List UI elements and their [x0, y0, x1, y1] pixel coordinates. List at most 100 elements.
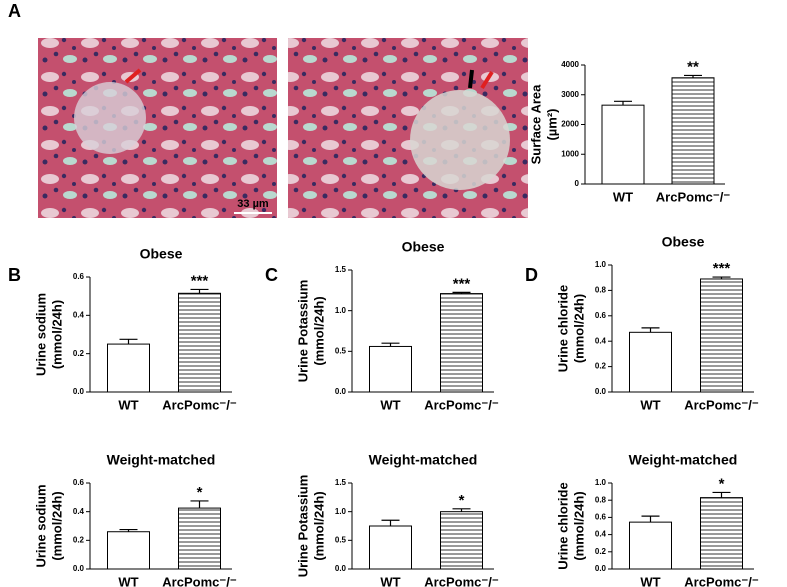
- y-tick-label: 0.2: [73, 349, 85, 358]
- chart-title: Weight-matched: [629, 452, 738, 468]
- bar: [107, 343, 150, 393]
- x-tick-label: ArcPomc⁻/⁻: [656, 189, 731, 204]
- y-tick-label: 0.0: [335, 387, 347, 396]
- y-axis-label: Urine sodium: [33, 293, 48, 376]
- panel-label: C: [265, 265, 278, 285]
- y-axis-label: (mmol/24h): [571, 294, 586, 363]
- x-tick-label: ArcPomc⁻/⁻: [684, 574, 759, 587]
- y-tick-label: 0.0: [335, 564, 347, 573]
- y-axis-label: (mmol/24h): [49, 491, 64, 560]
- glomerulus: [74, 82, 146, 154]
- bar: [671, 77, 715, 185]
- y-tick-label: 0.2: [595, 362, 607, 371]
- y-tick-label: 0.5: [335, 346, 347, 355]
- arrow: [468, 69, 474, 89]
- panel-label: D: [525, 265, 538, 285]
- x-tick-label: WT: [380, 397, 400, 412]
- y-tick-label: 0.6: [595, 513, 607, 522]
- y-axis-label: (mmol/24h): [311, 491, 326, 560]
- y-tick-label: 0.4: [595, 336, 607, 345]
- y-tick-label: 0.5: [335, 535, 347, 544]
- y-axis-label: Urine chloride: [555, 285, 570, 372]
- y-tick-label: 1.0: [595, 478, 607, 487]
- arrow: [480, 70, 494, 90]
- y-tick-label: 0.6: [73, 478, 85, 487]
- x-tick-label: ArcPomc⁻/⁻: [162, 574, 237, 587]
- y-tick-label: 0.4: [73, 310, 85, 319]
- x-tick-label: WT: [640, 397, 660, 412]
- significance: **: [687, 58, 699, 75]
- y-tick-label: 0.8: [595, 495, 607, 504]
- bar: [369, 345, 412, 393]
- y-tick-label: 4000: [561, 60, 579, 69]
- bar: [178, 292, 221, 393]
- significance: ***: [191, 272, 209, 289]
- panel-label: B: [8, 265, 21, 285]
- chart-title: Obese: [140, 246, 183, 262]
- significance: ***: [453, 275, 471, 292]
- bar: [107, 531, 150, 570]
- y-axis-label: (mmol/24h): [571, 491, 586, 560]
- x-tick-label: ArcPomc⁻/⁻: [162, 397, 237, 412]
- chart-title: Weight-matched: [369, 452, 478, 468]
- bar: [440, 511, 483, 570]
- y-tick-label: 0.6: [595, 311, 607, 320]
- scale-bar-label: 33 µm: [237, 198, 269, 210]
- x-tick-label: WT: [118, 397, 138, 412]
- x-tick-label: ArcPomc⁻/⁻: [424, 574, 499, 587]
- y-tick-label: 0.4: [595, 530, 607, 539]
- significance: *: [197, 484, 203, 501]
- y-tick-label: 0.2: [73, 535, 85, 544]
- x-tick-label: WT: [613, 189, 633, 204]
- significance: ***: [713, 260, 731, 277]
- y-tick-label: 1.0: [335, 507, 347, 516]
- glomerulus: [410, 90, 510, 190]
- y-axis-label: (µm²): [544, 108, 559, 140]
- y-axis-label: Urine Potassium: [295, 280, 310, 383]
- y-tick-label: 1.0: [595, 260, 607, 269]
- histology-image: [38, 38, 277, 218]
- y-tick-label: 0: [575, 179, 580, 188]
- y-axis-label: (mmol/24h): [311, 296, 326, 365]
- y-tick-label: 1000: [561, 149, 579, 158]
- y-tick-label: 0.0: [595, 564, 607, 573]
- y-axis-label: Surface Area: [528, 84, 543, 164]
- chart-title: Obese: [402, 239, 445, 255]
- y-tick-label: 2000: [561, 120, 579, 129]
- y-tick-label: 0.4: [73, 507, 85, 516]
- y-tick-label: 1.5: [335, 478, 347, 487]
- y-axis-label: (mmol/24h): [49, 300, 64, 369]
- x-tick-label: ArcPomc⁻/⁻: [424, 397, 499, 412]
- bar: [369, 525, 412, 570]
- bar: [440, 293, 483, 393]
- y-tick-label: 0.0: [73, 564, 85, 573]
- bar: [629, 521, 672, 570]
- x-tick-label: WT: [380, 574, 400, 587]
- bar: [700, 278, 743, 393]
- bar: [178, 507, 221, 570]
- y-tick-label: 0.2: [595, 547, 607, 556]
- y-tick-label: 0.0: [595, 387, 607, 396]
- y-tick-label: 1.5: [335, 265, 347, 274]
- arrow: [124, 68, 142, 84]
- y-tick-label: 0.6: [73, 272, 85, 281]
- significance: *: [459, 492, 465, 509]
- y-tick-label: 0.0: [73, 387, 85, 396]
- bar: [601, 104, 645, 185]
- significance: *: [719, 475, 725, 492]
- panel-label: A: [8, 1, 21, 21]
- bar: [700, 497, 743, 570]
- y-axis-label: Urine Potassium: [295, 475, 310, 578]
- x-tick-label: WT: [118, 574, 138, 587]
- y-tick-label: 0.8: [595, 286, 607, 295]
- x-tick-label: ArcPomc⁻/⁻: [684, 397, 759, 412]
- bar: [629, 331, 672, 393]
- y-axis-label: Urine sodium: [33, 484, 48, 567]
- y-tick-label: 3000: [561, 90, 579, 99]
- y-tick-label: 1.0: [335, 306, 347, 315]
- x-tick-label: WT: [640, 574, 660, 587]
- y-axis-label: Urine chloride: [555, 482, 570, 569]
- chart-title: Obese: [662, 234, 705, 250]
- chart-title: Weight-matched: [107, 452, 216, 468]
